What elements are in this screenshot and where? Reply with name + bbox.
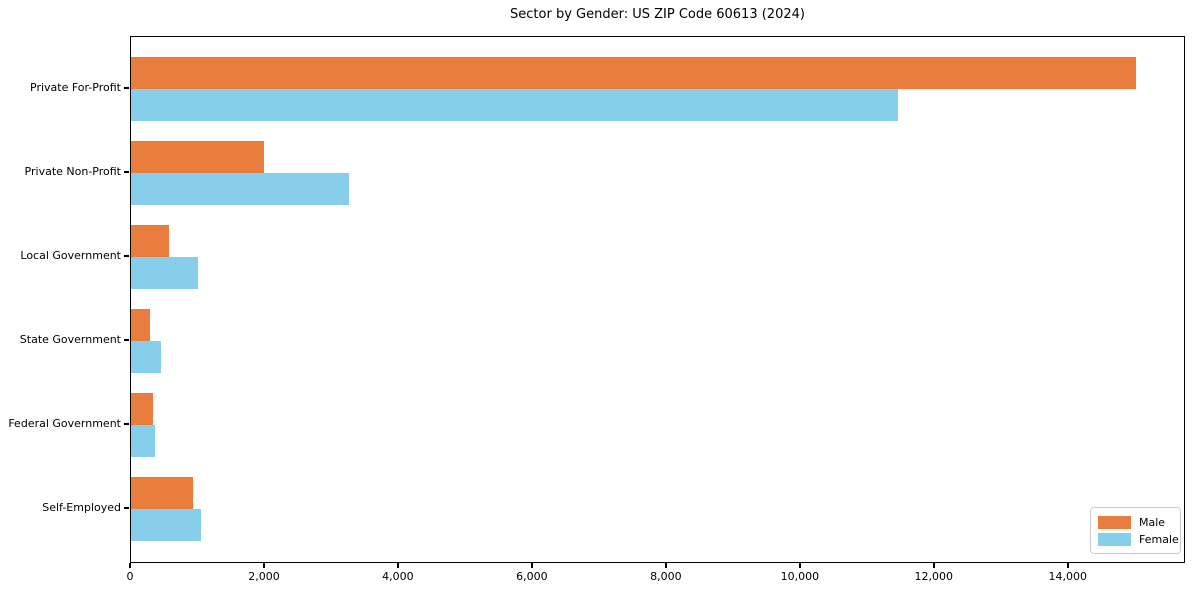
ytick-label-federal-government: Federal Government bbox=[8, 417, 121, 430]
bar-female-federal-government bbox=[131, 425, 156, 457]
legend-label-male: Male bbox=[1139, 515, 1166, 529]
chart-title: Sector by Gender: US ZIP Code 60613 (202… bbox=[510, 7, 805, 22]
xtick-label-0: 0 bbox=[126, 570, 134, 583]
xtick-mark-0 bbox=[129, 563, 131, 568]
xtick-mark-4000 bbox=[397, 563, 399, 568]
ytick-mark-self-employed bbox=[124, 507, 129, 509]
xtick-mark-10000 bbox=[799, 563, 801, 568]
xtick-mark-6000 bbox=[531, 563, 533, 568]
ytick-mark-federal-government bbox=[124, 423, 129, 425]
xtick-mark-12000 bbox=[933, 563, 935, 568]
legend-row-male: Male bbox=[1098, 515, 1173, 529]
ytick-label-private-for-profit: Private For-Profit bbox=[30, 81, 121, 94]
xtick-mark-8000 bbox=[665, 563, 667, 568]
ytick-label-private-non-profit: Private Non-Profit bbox=[24, 165, 121, 178]
xtick-mark-2000 bbox=[263, 563, 265, 568]
xtick-label-8000: 8,000 bbox=[650, 570, 682, 583]
xtick-label-6000: 6,000 bbox=[516, 570, 548, 583]
bar-male-state-government bbox=[131, 309, 151, 341]
xtick-mark-14000 bbox=[1067, 563, 1069, 568]
xtick-label-12000: 12,000 bbox=[914, 570, 954, 583]
ytick-label-state-government: State Government bbox=[19, 333, 121, 346]
xtick-label-14000: 14,000 bbox=[1048, 570, 1088, 583]
bar-male-private-for-profit bbox=[131, 57, 1136, 89]
ytick-mark-private-non-profit bbox=[124, 171, 129, 173]
legend: Male Female bbox=[1090, 507, 1181, 554]
bar-female-self-employed bbox=[131, 509, 202, 541]
bar-female-local-government bbox=[131, 257, 198, 289]
bar-female-private-for-profit bbox=[131, 89, 898, 121]
bar-female-state-government bbox=[131, 341, 161, 373]
ytick-mark-private-for-profit bbox=[124, 87, 129, 89]
legend-label-female: Female bbox=[1139, 532, 1179, 546]
bar-male-local-government bbox=[131, 225, 170, 257]
bar-male-self-employed bbox=[131, 477, 194, 509]
legend-swatch-female bbox=[1098, 532, 1131, 546]
ytick-label-local-government: Local Government bbox=[20, 249, 121, 262]
xtick-label-4000: 4,000 bbox=[382, 570, 414, 583]
xtick-label-10000: 10,000 bbox=[780, 570, 820, 583]
xtick-label-2000: 2,000 bbox=[248, 570, 280, 583]
legend-swatch-male bbox=[1098, 515, 1131, 529]
bar-female-private-non-profit bbox=[131, 173, 349, 205]
plot-area bbox=[130, 36, 1185, 563]
ytick-mark-local-government bbox=[124, 255, 129, 257]
ytick-label-self-employed: Self-Employed bbox=[42, 501, 121, 514]
bar-male-private-non-profit bbox=[131, 141, 264, 173]
legend-row-female: Female bbox=[1098, 532, 1179, 546]
ytick-mark-state-government bbox=[124, 339, 129, 341]
bar-male-federal-government bbox=[131, 393, 154, 425]
